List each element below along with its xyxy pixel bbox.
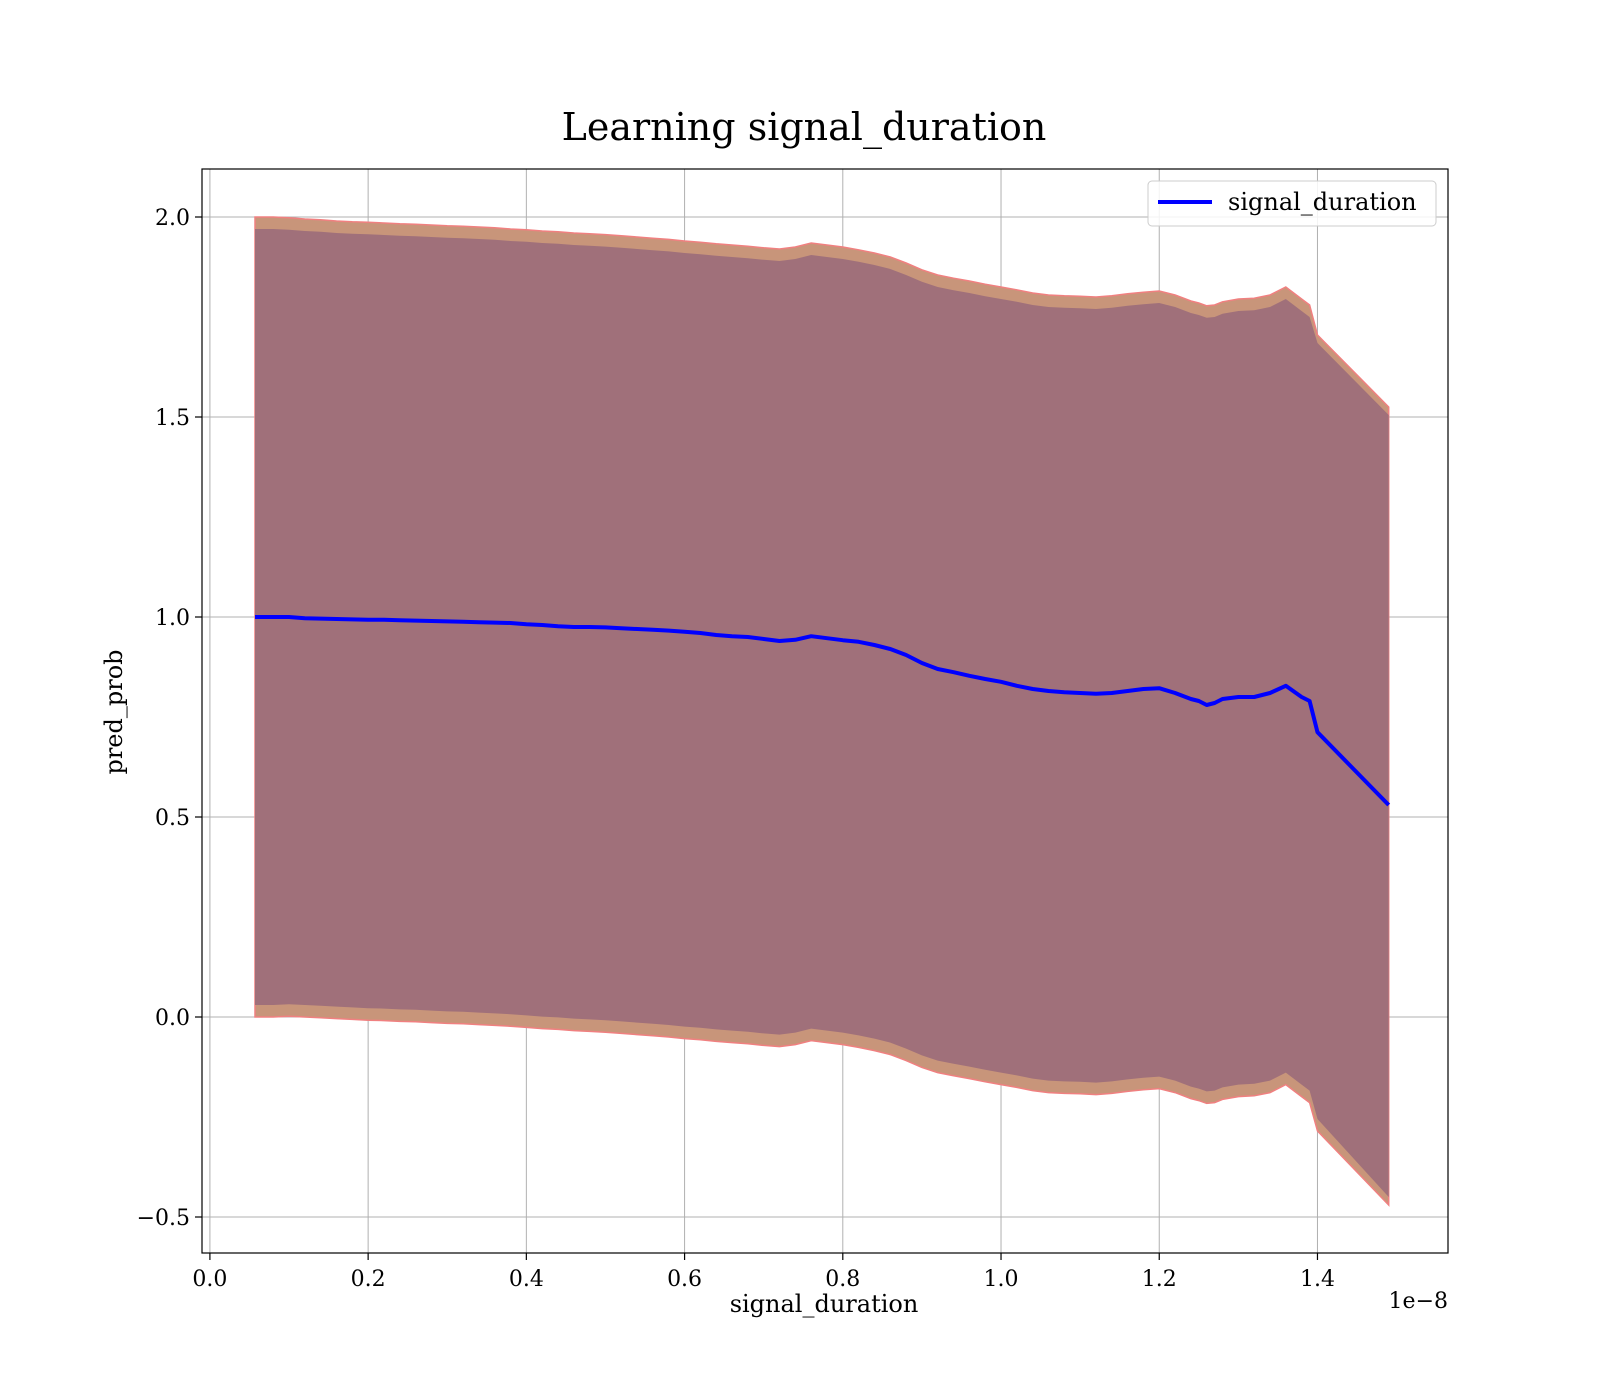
inner-band (255, 229, 1389, 1197)
series-lines (255, 615, 1391, 807)
y-tick-label: 1.0 (155, 606, 190, 631)
x-tick-label: 0.4 (509, 1267, 544, 1292)
x-tick-label: 1.4 (1300, 1267, 1335, 1292)
y-tick-label: −0.5 (137, 1206, 190, 1231)
y-axis-ticks: −0.5 0.0 0.5 1.0 1.5 2.0 (137, 206, 202, 1231)
y-tick-label: 0.0 (155, 1006, 190, 1031)
y-tick-label: 2.0 (155, 206, 190, 231)
x-axis-ticks: 0.0 0.2 0.4 0.6 0.8 1.0 1.2 1.4 (192, 1253, 1335, 1292)
plot-frame (201, 168, 1449, 1254)
y-tick-label: 0.5 (155, 806, 190, 831)
x-tick-label: 1.0 (984, 1267, 1019, 1292)
y-tick-label: 1.5 (155, 406, 190, 431)
confidence-bands (254, 216, 1390, 1207)
x-tick-label: 0.2 (351, 1267, 386, 1292)
x-tick-label: 0.6 (667, 1267, 702, 1292)
y-axis-label: pred_prob (100, 649, 128, 774)
x-axis-label: signal_duration (730, 1290, 919, 1318)
legend-box (1147, 180, 1437, 227)
chart-title: Learning signal_duration (562, 105, 1047, 150)
legend-label: signal_duration (1228, 188, 1417, 216)
legend: signal_duration (1147, 180, 1437, 227)
signal-duration-line (255, 615, 1391, 807)
x-tick-label: 0.8 (825, 1267, 860, 1292)
x-tick-label: 1.2 (1142, 1267, 1177, 1292)
x-tick-label: 0.0 (192, 1267, 227, 1292)
x-axis-offset-text: 1e−8 (1389, 1289, 1448, 1314)
